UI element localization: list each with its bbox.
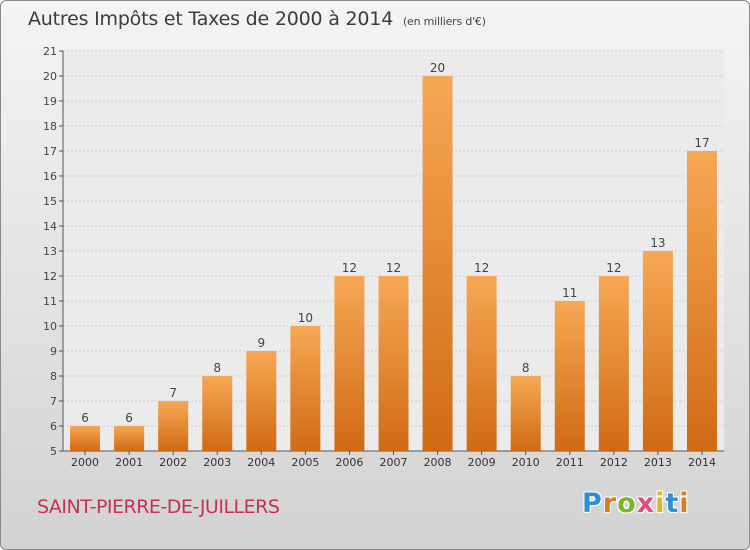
- chart-title: Autres Impôts et Taxes de 2000 à 2014 (e…: [28, 8, 486, 30]
- data-label: 9: [257, 336, 265, 350]
- x-tick-label: 2007: [380, 456, 408, 469]
- data-label: 8: [522, 361, 530, 375]
- bar: [334, 276, 365, 451]
- bar: [554, 301, 585, 451]
- data-label: 12: [342, 261, 357, 275]
- logo-letter: o: [617, 488, 637, 519]
- x-tick-label: 2002: [159, 456, 187, 469]
- x-tick-label: 2005: [291, 456, 319, 469]
- proxiti-logo: Proxiti: [582, 488, 690, 519]
- x-tick-label: 2004: [247, 456, 275, 469]
- bar: [202, 376, 233, 451]
- logo-letter: x: [636, 488, 656, 519]
- logo-letter: P: [582, 488, 603, 519]
- commune-name: SAINT-PIERRE-DE-JUILLERS: [37, 496, 280, 518]
- x-tick-label: 2003: [203, 456, 231, 469]
- x-tick-label: 2000: [71, 456, 99, 469]
- bar: [422, 76, 453, 451]
- logo-letter: i: [679, 488, 690, 519]
- data-label: 13: [650, 236, 665, 250]
- bar: [642, 251, 673, 451]
- data-label: 11: [562, 286, 577, 300]
- y-tick-label: 21: [43, 45, 57, 58]
- x-tick-label: 2014: [688, 456, 716, 469]
- bar: [114, 426, 145, 451]
- y-tick-label: 9: [50, 345, 57, 358]
- y-tick-label: 15: [43, 195, 57, 208]
- bar: [378, 276, 409, 451]
- chart-subtitle: (en milliers d'€): [402, 15, 486, 28]
- data-label: 12: [386, 261, 401, 275]
- bar: [246, 351, 277, 451]
- y-tick-label: 11: [43, 295, 57, 308]
- data-label: 6: [125, 411, 133, 425]
- x-tick-label: 2009: [468, 456, 496, 469]
- x-tick-label: 2013: [644, 456, 672, 469]
- data-label: 17: [694, 136, 709, 150]
- y-tick-label: 7: [50, 395, 57, 408]
- y-tick-label: 19: [43, 95, 57, 108]
- bar: [466, 276, 497, 451]
- data-label: 7: [169, 386, 177, 400]
- y-tick-label: 20: [43, 70, 57, 83]
- logo-letter: t: [665, 488, 680, 519]
- y-tick-label: 8: [50, 370, 57, 383]
- data-label: 10: [298, 311, 313, 325]
- logo-letter: i: [655, 488, 666, 519]
- bar: [510, 376, 541, 451]
- bar: [290, 326, 321, 451]
- x-tick-label: 2001: [115, 456, 143, 469]
- data-label: 8: [213, 361, 221, 375]
- y-tick-label: 13: [43, 245, 57, 258]
- y-tick-label: 17: [43, 145, 57, 158]
- data-label: 12: [606, 261, 621, 275]
- x-tick-label: 2006: [335, 456, 363, 469]
- bar: [158, 401, 189, 451]
- bar: [70, 426, 101, 451]
- y-tick-label: 12: [43, 270, 57, 283]
- y-tick-label: 14: [43, 220, 57, 233]
- x-tick-label: 2008: [424, 456, 452, 469]
- bar: [686, 151, 717, 451]
- bar: [598, 276, 629, 451]
- y-tick-label: 10: [43, 320, 57, 333]
- data-label: 6: [81, 411, 89, 425]
- y-tick-label: 18: [43, 120, 57, 133]
- x-tick-label: 2012: [600, 456, 628, 469]
- y-tick-label: 6: [50, 420, 57, 433]
- x-tick-label: 2010: [512, 456, 540, 469]
- data-label: 20: [430, 61, 445, 75]
- chart-title-text: Autres Impôts et Taxes de 2000 à 2014: [28, 8, 394, 30]
- y-tick-label: 16: [43, 170, 57, 183]
- logo-letter: r: [602, 488, 618, 519]
- x-tick-label: 2011: [556, 456, 584, 469]
- y-tick-label: 5: [50, 445, 57, 458]
- data-label: 12: [474, 261, 489, 275]
